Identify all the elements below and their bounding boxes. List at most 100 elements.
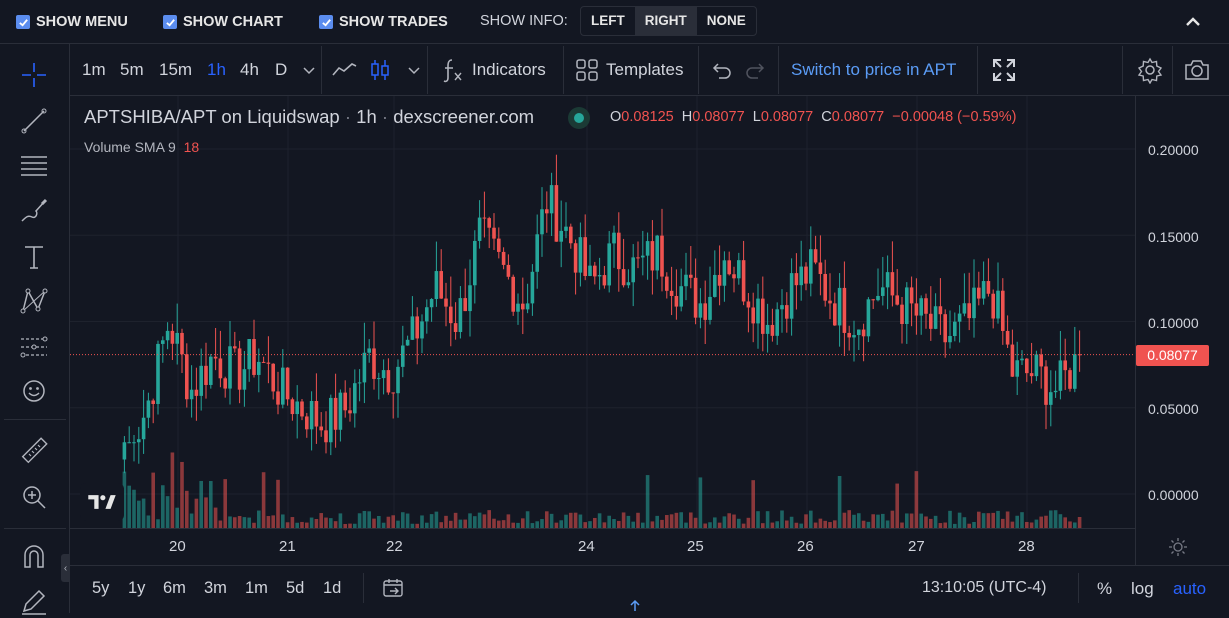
candle-body bbox=[1049, 392, 1053, 405]
volume-bar bbox=[593, 517, 597, 528]
indicators-button[interactable]: Indicators bbox=[472, 60, 546, 79]
candle-body bbox=[991, 293, 995, 319]
timeframe-1h[interactable]: 1h bbox=[207, 60, 226, 79]
candle-body bbox=[247, 339, 251, 370]
timeframe-15m[interactable]: 15m bbox=[159, 60, 193, 79]
volume-bar bbox=[857, 513, 861, 528]
volume-bar bbox=[324, 517, 328, 528]
log-toggle[interactable]: log bbox=[1131, 579, 1154, 598]
undo-icon[interactable] bbox=[707, 56, 735, 84]
auto-toggle[interactable]: auto bbox=[1173, 579, 1207, 598]
candle-body bbox=[852, 335, 856, 338]
volume-bar bbox=[828, 522, 832, 528]
candle-body bbox=[631, 257, 635, 283]
volume-bar bbox=[626, 515, 631, 528]
chevron-down-icon[interactable] bbox=[404, 56, 424, 84]
volume-bar bbox=[727, 513, 731, 528]
show-menu-checkbox[interactable]: SHOW MENU bbox=[16, 13, 128, 31]
percent-toggle[interactable]: % bbox=[1097, 579, 1113, 598]
volume-bar bbox=[165, 496, 170, 528]
price-axis[interactable] bbox=[1135, 96, 1229, 565]
volume-bar bbox=[1015, 515, 1019, 528]
candles-icon[interactable] bbox=[366, 56, 394, 84]
volume-bar bbox=[156, 519, 160, 528]
range-5y[interactable]: 5y bbox=[92, 579, 110, 597]
line-chart-icon[interactable] bbox=[330, 56, 358, 84]
fullscreen-icon[interactable] bbox=[990, 56, 1018, 84]
function-icon[interactable] bbox=[438, 56, 466, 84]
symbol-name[interactable]: APTSHIBA/APT on Liquidswap bbox=[84, 106, 340, 127]
range-1m[interactable]: 1m bbox=[245, 579, 268, 597]
gear-icon[interactable] bbox=[1136, 56, 1164, 84]
brush-icon[interactable] bbox=[17, 194, 51, 228]
horizontal-lines-icon[interactable] bbox=[17, 149, 51, 183]
candle-body bbox=[367, 348, 371, 353]
ruler-icon[interactable] bbox=[17, 434, 51, 468]
candle-body bbox=[401, 345, 405, 367]
volume-legend: Volume SMA 9 18 bbox=[84, 139, 199, 155]
emoji-icon[interactable] bbox=[17, 374, 51, 408]
candle-body bbox=[890, 272, 895, 296]
range-6m[interactable]: 6m bbox=[163, 579, 186, 597]
sun-icon[interactable] bbox=[1168, 537, 1188, 557]
info-left-option[interactable]: LEFT bbox=[591, 13, 625, 28]
candle-body bbox=[1073, 354, 1077, 389]
volume-label[interactable]: Volume bbox=[84, 139, 131, 155]
magnet-icon[interactable] bbox=[17, 540, 51, 574]
info-none-option[interactable]: NONE bbox=[706, 13, 746, 28]
redo-icon[interactable] bbox=[742, 56, 770, 84]
crosshair-icon[interactable] bbox=[17, 58, 51, 92]
trend-line-icon[interactable] bbox=[17, 104, 51, 138]
forecast-tool-icon[interactable] bbox=[17, 330, 51, 364]
current-price-badge: 0.08077 bbox=[1136, 345, 1209, 366]
chevron-up-icon[interactable] bbox=[1184, 13, 1202, 31]
collapse-toolbar-button[interactable]: ‹ bbox=[61, 554, 70, 582]
volume-bar bbox=[641, 522, 645, 528]
text-tool-icon[interactable] bbox=[17, 240, 51, 274]
clock-timezone[interactable]: 13:10:05 (UTC-4) bbox=[922, 579, 1047, 596]
candle-body bbox=[626, 282, 631, 286]
candle-body bbox=[281, 367, 285, 405]
candle-body bbox=[391, 392, 395, 394]
volume-bar bbox=[708, 522, 712, 528]
goto-date-icon[interactable] bbox=[381, 576, 405, 600]
volume-bar bbox=[804, 514, 808, 528]
pattern-tool-icon[interactable] bbox=[17, 284, 51, 318]
show-chart-checkbox[interactable]: SHOW CHART bbox=[163, 13, 283, 31]
volume-bar bbox=[1029, 522, 1034, 528]
zoom-in-icon[interactable] bbox=[17, 480, 51, 514]
candle-body bbox=[372, 348, 376, 379]
timeframe-5m[interactable]: 5m bbox=[120, 60, 144, 79]
time-label: 24 bbox=[578, 538, 595, 555]
candle-body bbox=[434, 271, 439, 300]
volume-bar bbox=[185, 490, 189, 528]
time-axis[interactable] bbox=[70, 528, 1135, 565]
range-1d[interactable]: 1d bbox=[323, 579, 342, 597]
camera-icon[interactable] bbox=[1183, 56, 1211, 84]
volume-bar bbox=[305, 522, 309, 528]
candle-body bbox=[477, 217, 482, 241]
templates-icon[interactable] bbox=[573, 56, 601, 84]
price-label: 0.10000 bbox=[1148, 315, 1199, 331]
templates-button[interactable]: Templates bbox=[606, 60, 684, 79]
candle-body bbox=[473, 240, 477, 286]
range-3m[interactable]: 3m bbox=[204, 579, 227, 597]
switch-price-button[interactable]: Switch to price in APT bbox=[791, 60, 957, 79]
volume-bar bbox=[737, 518, 741, 528]
tradingview-logo[interactable] bbox=[80, 483, 124, 521]
show-trades-checkbox[interactable]: SHOW TRADES bbox=[319, 13, 448, 31]
timeframe-1m[interactable]: 1m bbox=[82, 60, 106, 79]
info-right-option[interactable]: RIGHT bbox=[634, 7, 697, 35]
chevron-down-icon[interactable] bbox=[299, 56, 319, 84]
candle-body bbox=[1068, 370, 1072, 389]
market-status-icon[interactable] bbox=[568, 107, 590, 129]
range-1y[interactable]: 1y bbox=[128, 579, 146, 597]
range-5d[interactable]: 5d bbox=[286, 579, 305, 597]
candle-body bbox=[492, 227, 496, 239]
arrow-up-icon[interactable] bbox=[628, 598, 642, 612]
timeframe-d[interactable]: D bbox=[275, 60, 288, 79]
volume-bar bbox=[895, 483, 899, 528]
price-chart[interactable] bbox=[70, 96, 1229, 565]
candle-body bbox=[161, 340, 165, 344]
timeframe-4h[interactable]: 4h bbox=[240, 60, 259, 79]
